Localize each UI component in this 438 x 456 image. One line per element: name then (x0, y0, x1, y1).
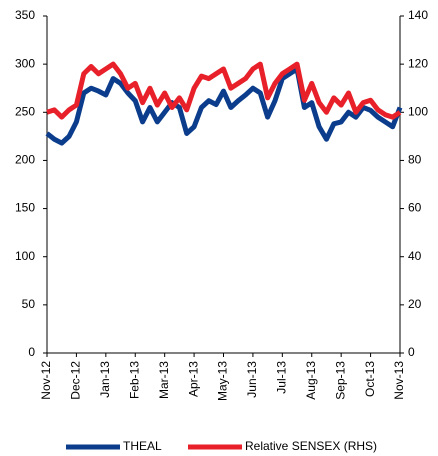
y2-tick-label: 40 (408, 249, 422, 263)
x-tick-label: Oct-13 (363, 361, 377, 397)
y2-tick-label: 60 (408, 201, 422, 215)
y2-tick-label: 120 (408, 56, 428, 70)
y-tick-label: 100 (15, 249, 35, 263)
y2-tick-label: 20 (408, 297, 422, 311)
y-tick-label: 200 (15, 153, 35, 167)
y-tick-label: 300 (15, 56, 35, 70)
y-tick-label: 0 (28, 345, 35, 359)
x-tick-label: Nov-12 (39, 361, 53, 400)
x-tick-label: Mar-13 (157, 361, 171, 399)
y-tick-label: 50 (22, 297, 36, 311)
y-tick-label: 250 (15, 104, 35, 118)
y-tick-label: 150 (15, 201, 35, 215)
x-tick-label: Dec-12 (69, 361, 83, 400)
y-tick-label: 350 (15, 8, 35, 22)
x-tick-label: May-13 (216, 361, 230, 401)
y2-tick-label: 80 (408, 153, 422, 167)
x-tick-label: Sep-13 (333, 361, 347, 400)
x-tick-label: Jun-13 (245, 361, 259, 398)
legend-label: THEAL (123, 439, 162, 453)
x-tick-label: Feb-13 (127, 361, 141, 399)
series-line (46, 61, 402, 120)
x-tick-label: Jan-13 (98, 361, 112, 398)
series-line (45, 66, 403, 146)
x-tick-label: Nov-13 (392, 361, 406, 400)
y2-tick-label: 100 (408, 104, 428, 118)
legend-label: Relative SENSEX (RHS) (245, 439, 377, 453)
x-tick-label: Aug-13 (304, 361, 318, 400)
x-tick-label: Jul-13 (275, 361, 289, 394)
y2-tick-label: 140 (408, 8, 428, 22)
y2-tick-label: 0 (408, 345, 415, 359)
x-tick-label: Apr-13 (186, 361, 200, 397)
